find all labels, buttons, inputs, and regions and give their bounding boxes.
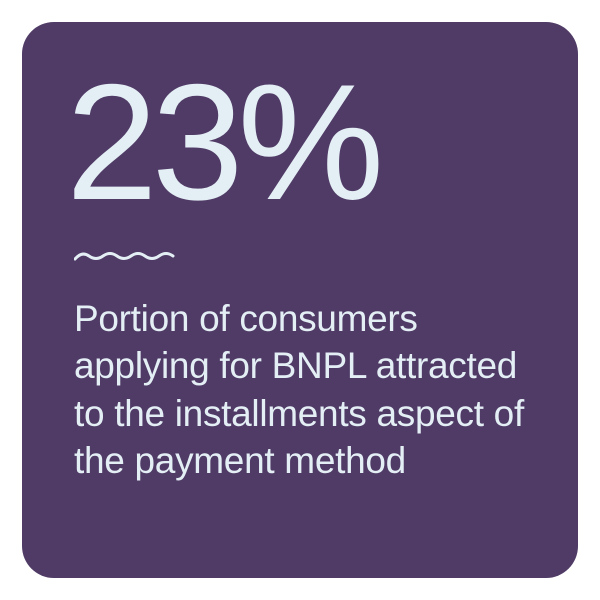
wave-divider: [74, 249, 526, 263]
stat-value: 23%: [66, 60, 526, 225]
stat-card: 23% Portion of consumers applying for BN…: [22, 22, 578, 578]
stat-description: Portion of consumers applying for BNPL a…: [74, 295, 526, 484]
